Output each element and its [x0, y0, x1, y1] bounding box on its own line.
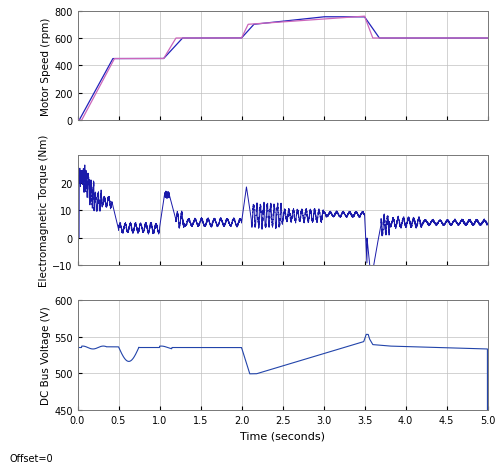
Y-axis label: Motor Speed (rpm): Motor Speed (rpm)	[42, 17, 51, 115]
X-axis label: Time (seconds): Time (seconds)	[240, 430, 325, 440]
Y-axis label: Electromagnetic Torque (Nm): Electromagnetic Torque (Nm)	[40, 135, 50, 287]
Text: Offset=0: Offset=0	[10, 453, 54, 463]
Y-axis label: DC Bus Voltage (V): DC Bus Voltage (V)	[41, 306, 51, 404]
